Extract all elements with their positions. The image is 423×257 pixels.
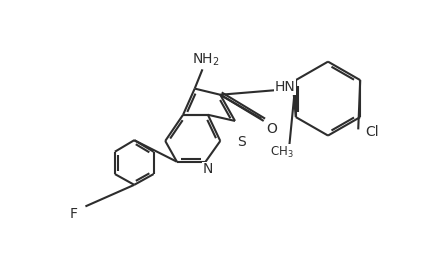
Text: S: S xyxy=(237,135,246,150)
Text: O: O xyxy=(266,122,277,136)
Text: CH$_3$: CH$_3$ xyxy=(269,145,293,160)
Text: F: F xyxy=(70,207,78,221)
Text: Cl: Cl xyxy=(365,125,379,140)
Text: N: N xyxy=(203,162,213,177)
Text: NH$_2$: NH$_2$ xyxy=(192,52,220,68)
Text: HN: HN xyxy=(275,80,296,94)
